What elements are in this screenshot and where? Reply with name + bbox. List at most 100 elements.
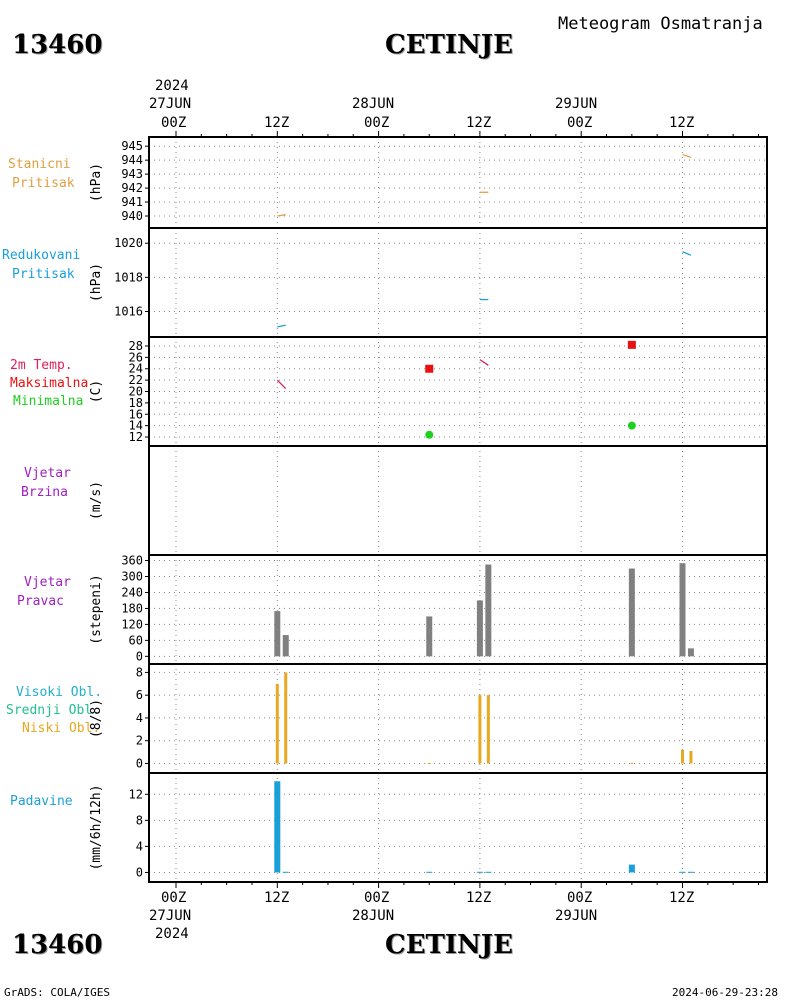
label-stanicni-2: Pritisak — [12, 176, 75, 191]
unit-label-pravac: (stepeni) — [89, 574, 104, 644]
top-hour-label-4: 12Z — [466, 115, 492, 131]
bar-oblaci-6 — [681, 749, 684, 764]
ytick-label-oblaci-1: 2 — [136, 734, 143, 748]
footer-timestamp: 2024-06-29-23:28 — [672, 986, 778, 999]
bottom-hour-label-5: 00Z — [567, 890, 593, 906]
ytick-label-pravac-2: 120 — [121, 617, 143, 631]
bar-padavine-3 — [476, 871, 483, 873]
bottom-day-label-3: 29JUN — [555, 908, 598, 924]
bar-pravac-7 — [687, 648, 694, 657]
bar-pravac-3 — [476, 600, 483, 657]
bottom-hour-label-4: 12Z — [466, 890, 492, 906]
top-hour-label-6: 12Z — [669, 115, 695, 131]
top-year-label: 2024 — [155, 78, 189, 94]
label-pravac-1: Vjetar — [24, 575, 71, 590]
top-day-label-3: 29JUN — [555, 96, 598, 112]
ytick-label-redukovani-2: 1020 — [114, 236, 143, 250]
ytick-label-pravac-5: 300 — [121, 570, 143, 584]
label-brzina-1: Vjetar — [24, 466, 71, 481]
label-padavine-1: Padavine — [10, 794, 73, 809]
ytick-label-pravac-4: 240 — [121, 585, 143, 599]
bar-pravac-1 — [282, 635, 289, 657]
series-segment-redukovani-0 — [277, 324, 286, 328]
bar-oblaci-4 — [486, 695, 490, 764]
bar-pravac-5 — [628, 568, 635, 657]
bottom-hour-label-3: 00Z — [364, 890, 390, 906]
meteogram-title: Meteogram Osmatranja — [558, 14, 763, 34]
ytick-label-temp-3: 18 — [129, 396, 143, 410]
panel-frame-oblaci — [148, 663, 768, 774]
bar-oblaci-0 — [275, 683, 279, 764]
bottom-day-label-1: 27JUN — [149, 908, 192, 924]
label-redukovani-2: Pritisak — [12, 267, 75, 282]
bar-pravac-0 — [274, 611, 281, 657]
ytick-label-padavine-1: 4 — [136, 839, 143, 853]
bar-padavine-6 — [679, 871, 686, 873]
bar-pravac-2 — [426, 616, 433, 657]
ytick-label-stanicni-1: 941 — [121, 195, 143, 209]
top-hour-label-3: 00Z — [364, 115, 390, 131]
footer-credit: GrADS: COLA/IGES — [4, 986, 110, 999]
series-segment-temp-1 — [479, 359, 489, 366]
bar-padavine-0 — [274, 781, 281, 873]
ytick-label-padavine-3: 12 — [129, 787, 143, 801]
unit-label-padavine: (mm/6h/12h) — [89, 784, 104, 870]
ytick-label-temp-1: 14 — [129, 419, 143, 433]
ytick-label-oblaci-0: 0 — [136, 756, 143, 770]
panel-frame-redukovani — [148, 227, 768, 338]
label-oblaci-2: Srednji Obl. — [6, 703, 100, 718]
top-day-label-1: 27JUN — [149, 96, 192, 112]
label-brzina-2: Brzina — [21, 485, 68, 500]
label-redukovani-1: Redukovani — [2, 248, 81, 263]
top-day-label-2: 28JUN — [352, 96, 395, 112]
unit-label-brzina: (m/s) — [89, 481, 104, 520]
bottom-day-label-2: 28JUN — [352, 908, 395, 924]
ytick-label-stanicni-0: 940 — [121, 209, 143, 223]
ytick-label-pravac-1: 60 — [129, 633, 143, 647]
ytick-label-redukovani-1: 1018 — [114, 270, 143, 284]
series-segment-stanicni-2 — [682, 153, 692, 158]
ytick-label-stanicni-3: 943 — [121, 167, 143, 181]
bar-oblaci-5 — [630, 762, 634, 764]
unit-label-stanicni: (hPa) — [89, 163, 104, 202]
bottom-hour-label-1: 00Z — [161, 890, 187, 906]
station-id-bottom: 13460 — [12, 930, 103, 960]
ytick-label-padavine-2: 8 — [136, 813, 143, 827]
ytick-label-oblaci-4: 8 — [136, 665, 143, 679]
ytick-label-pravac-6: 360 — [121, 554, 143, 568]
ytick-label-padavine-0: 0 — [136, 865, 143, 879]
top-hour-label-5: 00Z — [567, 115, 593, 131]
bar-pravac-4 — [485, 564, 492, 657]
panel-frame-pravac — [148, 554, 768, 665]
bar-padavine-4 — [485, 871, 492, 873]
bar-oblaci-2 — [427, 762, 431, 764]
bottom-hour-label-2: 12Z — [264, 890, 290, 906]
ytick-label-temp-5: 22 — [129, 373, 143, 387]
station-id-top: 13460 — [12, 30, 103, 60]
bar-padavine-1 — [282, 871, 289, 873]
unit-label-temp: (C) — [89, 380, 104, 403]
ytick-label-temp-0: 12 — [129, 430, 143, 444]
ytick-label-pravac-3: 180 — [121, 601, 143, 615]
maks-marker-0 — [425, 364, 434, 373]
ytick-label-temp-8: 28 — [129, 339, 143, 353]
ytick-label-pravac-0: 0 — [136, 649, 143, 663]
ytick-label-temp-4: 20 — [129, 385, 143, 399]
ytick-label-stanicni-2: 942 — [121, 181, 143, 195]
series-segment-stanicni-0 — [277, 213, 286, 217]
top-hour-label-1: 00Z — [161, 115, 187, 131]
city-title-bottom: CETINJE — [385, 930, 513, 960]
bar-oblaci-1 — [284, 672, 288, 764]
panel-frame-stanicni — [148, 136, 768, 229]
bar-oblaci-3 — [478, 695, 482, 764]
bottom-hour-label-6: 12Z — [669, 890, 695, 906]
ytick-label-redukovani-0: 1016 — [114, 305, 143, 319]
label-temp-2: Maksimalna — [10, 376, 89, 391]
ytick-label-stanicni-4: 944 — [121, 153, 143, 167]
ytick-label-oblaci-3: 6 — [136, 688, 143, 702]
label-stanicni-1: Stanicni — [8, 157, 71, 172]
maks-marker-1 — [627, 340, 636, 349]
bar-oblaci-7 — [689, 750, 693, 764]
label-oblaci-3: Niski Obl. — [22, 721, 101, 736]
